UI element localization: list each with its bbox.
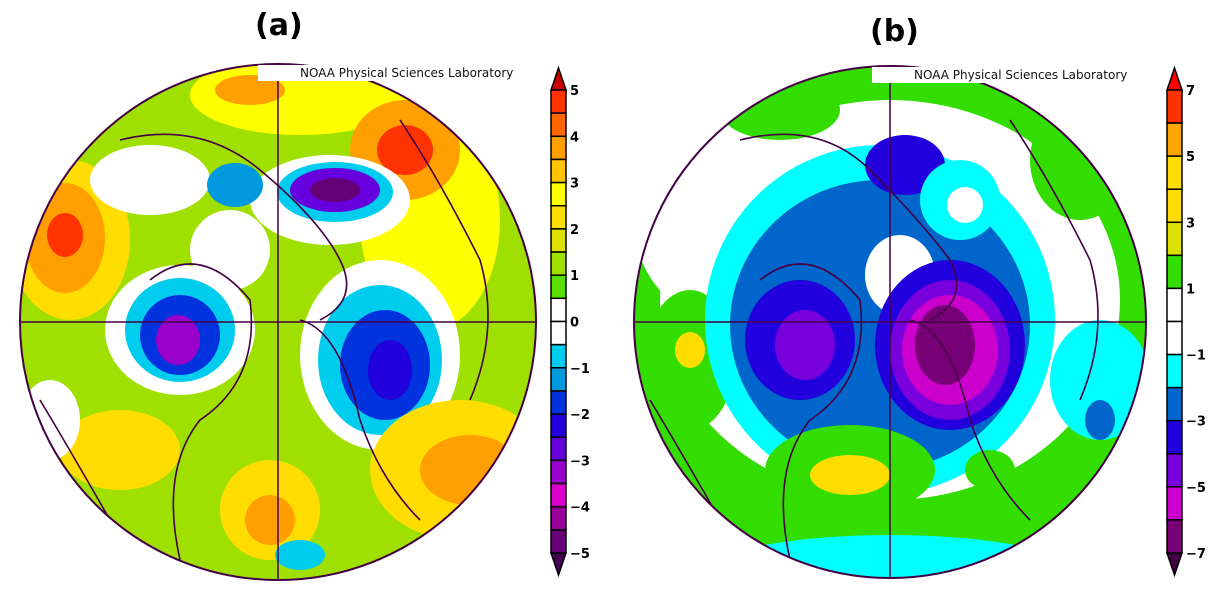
colorbar-tick-label: 2 xyxy=(570,223,579,238)
colorbar-swatch xyxy=(550,181,567,207)
colorbar-swatch xyxy=(1166,386,1183,422)
colorbar-swatch xyxy=(1166,89,1183,124)
coastlines-a xyxy=(39,119,489,561)
anomaly-cyan-east xyxy=(1050,320,1146,440)
colorbar-swatch xyxy=(1166,353,1183,389)
colorbar-swatch xyxy=(1166,122,1183,157)
colorbar-swatch xyxy=(1166,453,1183,488)
colorbar-tick-label: −3 xyxy=(570,454,590,469)
colorbar-tick-label: 7 xyxy=(1186,84,1195,99)
colorbar-tick-label: 1 xyxy=(1186,282,1195,297)
colorbar-tick-label: −5 xyxy=(570,547,590,562)
colorbar-swatch xyxy=(550,482,567,508)
colorbar-tick-label: −7 xyxy=(1186,547,1206,562)
colorbar-swatch xyxy=(1166,221,1183,257)
colorbar-swatch xyxy=(550,274,567,300)
panel-b-label: (b) xyxy=(870,14,919,49)
anomaly-violet-west xyxy=(775,310,835,380)
colorbar-swatch xyxy=(1166,155,1183,190)
anomaly-green-se xyxy=(965,450,1015,490)
colorbar-tick-label: 3 xyxy=(1186,216,1195,231)
colorbar-tick-label: −2 xyxy=(570,408,590,423)
colorbar-swatch xyxy=(550,228,567,253)
colorbar-swatch xyxy=(1166,486,1183,521)
colorbar-arrow-top xyxy=(1165,65,1184,91)
colorbar-tick-label: 4 xyxy=(570,130,579,145)
colorbar-swatch xyxy=(550,251,567,276)
anomaly-purple-west xyxy=(156,315,200,365)
colorbar-tick-label: 1 xyxy=(570,269,579,284)
anomaly-red-left xyxy=(47,213,83,257)
colorbar-swatch xyxy=(550,505,567,531)
coastlines-b xyxy=(649,119,1099,561)
map-b-border xyxy=(633,65,1147,579)
colorbar-tick-label: 3 xyxy=(570,177,579,192)
panel-a-label: (a) xyxy=(255,8,303,43)
colorbar-tick-label: 5 xyxy=(570,84,579,99)
anomaly-white-nw xyxy=(90,145,210,215)
colorbar-tick-label: −3 xyxy=(1186,415,1206,430)
map-a xyxy=(20,64,536,580)
colorbar-tick-label: 5 xyxy=(1186,150,1195,165)
colorbar-swatch xyxy=(550,158,567,184)
anomaly-blue-small xyxy=(207,163,263,207)
anomaly-blue-east-small xyxy=(1085,400,1115,440)
colorbar-swatch xyxy=(550,297,567,323)
colorbar-swatch xyxy=(1166,188,1183,224)
colorbar-arrow-bottom xyxy=(1165,552,1184,578)
colorbar-tick-label: −1 xyxy=(1186,349,1206,364)
colorbar-arrow-top xyxy=(549,65,568,91)
colorbar-b: 7 5 3 1 −1 −3 −5 −7 xyxy=(1165,65,1206,578)
colorbar-swatch xyxy=(1166,519,1183,554)
anomaly-white-center xyxy=(190,210,270,290)
anomaly-darkpurple-east xyxy=(915,305,975,385)
colorbar-swatch xyxy=(1166,287,1183,323)
credit-b: NOAA Physical Sciences Laboratory xyxy=(872,67,1132,83)
colorbar-tick-label: −4 xyxy=(570,501,590,516)
anomaly-indigo-north xyxy=(865,135,945,195)
anomaly-orange-top xyxy=(215,75,285,105)
colorbar-swatch xyxy=(1166,254,1183,290)
colorbar-swatch xyxy=(550,343,567,369)
colorbar-swatch xyxy=(1166,320,1183,356)
colorbar-swatch xyxy=(550,320,567,346)
colorbar-tick-label: −1 xyxy=(570,362,590,377)
colorbar-swatch xyxy=(550,135,567,161)
colorbar-swatch xyxy=(550,413,567,439)
anomaly-orange-south xyxy=(245,495,295,545)
anomaly-green-north xyxy=(720,80,840,140)
colorbar-swatch xyxy=(550,436,567,462)
colorbar-swatch xyxy=(1166,419,1183,455)
anomaly-red-right xyxy=(377,125,433,175)
colorbar-swatch xyxy=(550,459,567,485)
colorbar-arrow-bottom xyxy=(549,552,568,578)
anomaly-darkpurple-top xyxy=(310,178,360,202)
anomaly-cyan-south xyxy=(275,540,325,570)
anomaly-yellow-west xyxy=(675,332,705,368)
colorbar-swatch xyxy=(550,205,567,230)
colorbar-swatch xyxy=(550,529,567,554)
credit-a: NOAA Physical Sciences Laboratory xyxy=(258,65,518,81)
colorbar-tick-label: −5 xyxy=(1186,481,1206,496)
colorbar-swatch xyxy=(550,367,567,392)
colorbar-swatch xyxy=(550,89,567,114)
map-a-border xyxy=(19,63,537,581)
colorbar-swatch xyxy=(550,390,567,415)
anomaly-white-ne xyxy=(947,187,983,223)
colorbar-swatch xyxy=(550,112,567,138)
colorbar-tick-label: 0 xyxy=(570,316,579,331)
anomaly-indigo-east xyxy=(368,340,412,400)
anomaly-yellow-sw xyxy=(60,410,180,490)
anomaly-yellow-south xyxy=(810,455,890,495)
colorbar-a: 5 4 3 2 1 0 −1 −2 −3 −4 −5 xyxy=(549,65,590,578)
